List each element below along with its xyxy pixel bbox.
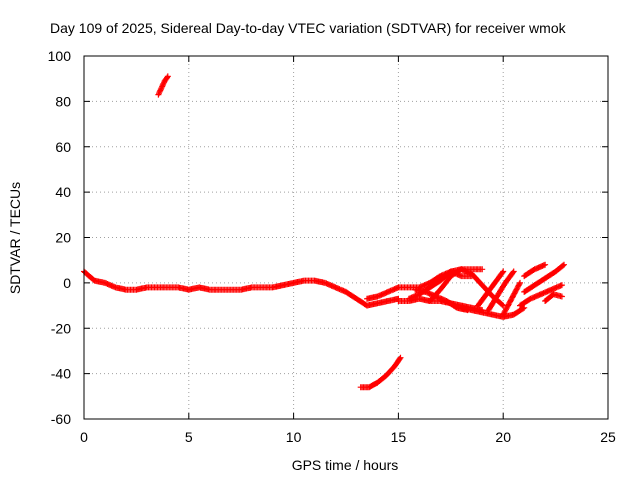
grid-layer (84, 56, 608, 419)
data-point-markers (521, 261, 549, 280)
x-tick-label: 15 (391, 429, 407, 445)
data-point-markers (500, 279, 523, 318)
x-axis-label: GPS time / hours (292, 457, 399, 473)
plot-frame (83, 55, 609, 420)
y-tick-label: 80 (55, 93, 71, 109)
series-arc-late-10 (517, 282, 565, 309)
series-arc-negative-dip (357, 354, 404, 391)
chart-title: Day 109 of 2025, Sidereal Day-to-day VTE… (50, 20, 567, 36)
x-tick-label: 0 (80, 429, 88, 445)
series-arc-late-9 (500, 279, 523, 318)
y-axis-label: SDTVAR / TECUs (7, 182, 23, 294)
data-point-markers (81, 268, 402, 309)
series-arc-late-13 (542, 291, 565, 304)
series-arc-late-7 (475, 268, 507, 309)
y-tick-label: -60 (51, 411, 71, 427)
x-tick-label: 25 (600, 429, 616, 445)
data-point-markers (475, 268, 507, 309)
data-point-markers (485, 268, 517, 314)
series-arc-late-11 (521, 261, 567, 295)
x-tick-label: 10 (286, 429, 302, 445)
tick-layer: 0 5 10 15 20 25 -60 -40 -20 0 20 40 60 80 100 (48, 48, 616, 445)
data-layer (81, 73, 567, 391)
y-tick-label: 40 (55, 184, 71, 200)
series-arc-early-high (155, 73, 171, 98)
y-tick-label: 100 (48, 48, 72, 64)
data-point-markers (155, 73, 171, 98)
y-tick-label: 60 (55, 139, 71, 155)
x-tick-label: 20 (495, 429, 511, 445)
series-arc-main-baseline (81, 268, 402, 309)
series-arc-late-8 (485, 268, 517, 314)
data-point-markers (521, 261, 567, 295)
data-point-markers (517, 282, 565, 309)
series-arc-late-6 (458, 304, 528, 320)
y-tick-label: 0 (63, 275, 71, 291)
x-tick-label: 5 (185, 429, 193, 445)
data-point-markers (542, 291, 565, 304)
data-point-markers (357, 354, 404, 391)
series-arc-late-12 (521, 261, 549, 280)
data-point-markers (458, 304, 528, 320)
y-tick-label: -40 (51, 366, 71, 382)
y-tick-label: 20 (55, 230, 71, 246)
y-tick-label: -20 (51, 320, 71, 336)
